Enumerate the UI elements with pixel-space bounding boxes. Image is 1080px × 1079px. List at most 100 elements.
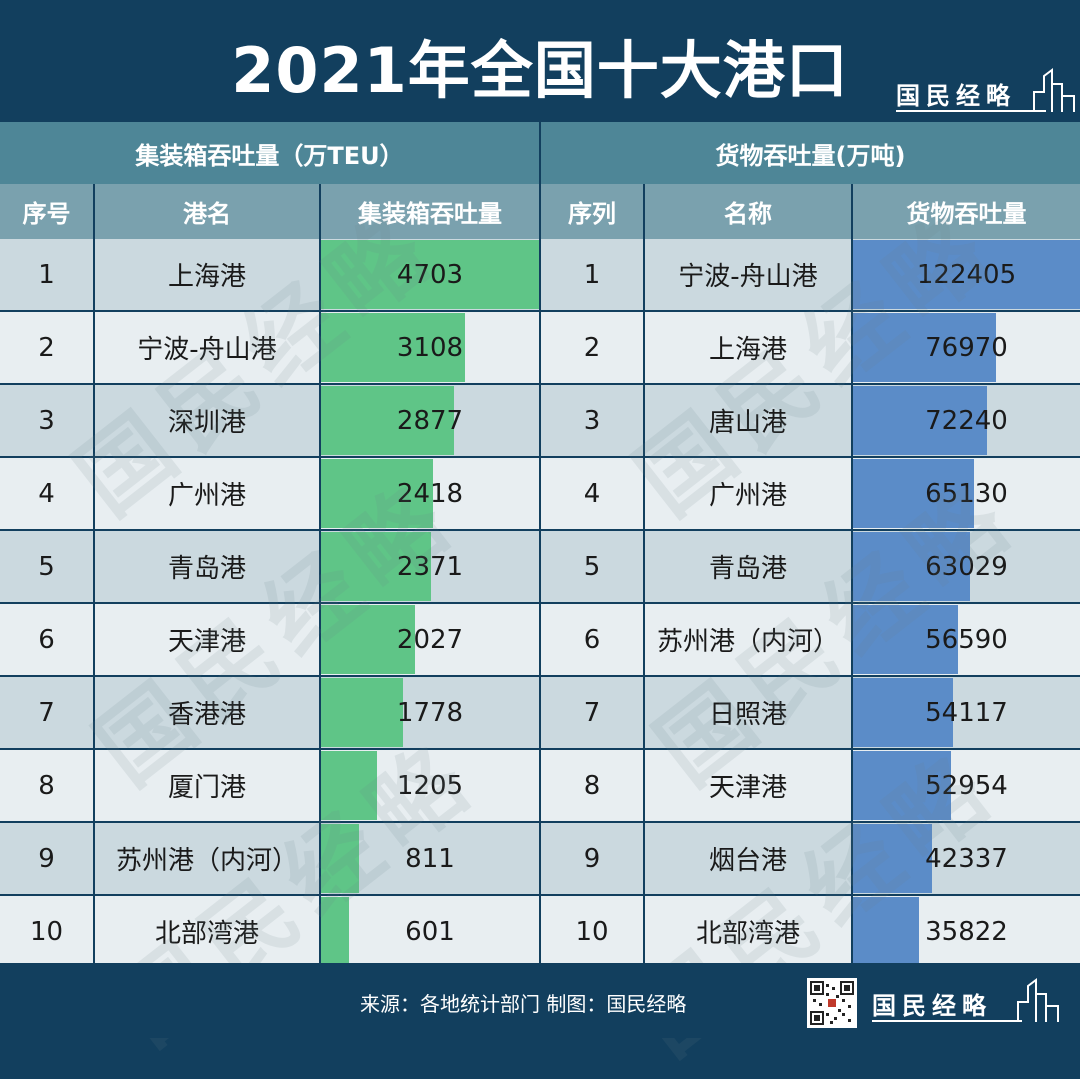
container-bar: [321, 459, 433, 528]
cargo-group-header: 货物吞吐量(万吨): [541, 122, 1080, 184]
cargo-value-label: 35822: [925, 916, 1008, 947]
rank-cell: 1: [541, 239, 643, 310]
port-name-cell: 苏州港（内河）: [645, 604, 851, 675]
col-rank-right: 序列: [541, 184, 643, 239]
cargo-bar: [853, 386, 987, 455]
value-cell-bg: [321, 896, 539, 967]
rank-cell: 10: [0, 896, 93, 967]
cargo-value-label: 54117: [925, 697, 1008, 728]
col-value-left: 集装箱吞吐量: [321, 184, 539, 239]
container-value-label: 2027: [396, 624, 464, 655]
rank-cell: 5: [0, 531, 93, 602]
title-bar: [0, 0, 1080, 122]
rank-cell: 9: [541, 823, 643, 894]
source-note: 来源：各地统计部门 制图：国民经略: [360, 992, 687, 1016]
rank-cell: 5: [541, 531, 643, 602]
cargo-value-label: 65130: [925, 478, 1008, 509]
page-title: 2021年全国十大港口: [231, 34, 849, 107]
qr-code-icon: [807, 978, 857, 1028]
cargo-bar: [853, 678, 953, 747]
col-rank-left: 序号: [0, 184, 93, 239]
container-bar: [321, 824, 359, 893]
rank-cell: 9: [0, 823, 93, 894]
rank-cell: 6: [541, 604, 643, 675]
cargo-bar: [853, 459, 974, 528]
rank-cell: 2: [541, 312, 643, 383]
port-name-cell: 北部湾港: [645, 896, 851, 967]
rank-cell: 7: [541, 677, 643, 748]
container-value-label: 2371: [396, 551, 464, 582]
container-bar: [321, 605, 415, 674]
port-name-cell: 日照港: [645, 677, 851, 748]
container-bar: [321, 751, 377, 820]
container-group-header: 集装箱吞吐量（万TEU）: [0, 122, 539, 184]
port-name-cell: 上海港: [95, 239, 319, 310]
footer: [0, 963, 1080, 1038]
container-bar: [321, 532, 431, 601]
container-value-label: 1778: [396, 697, 464, 728]
brand-logo-bottom: 国民经略: [872, 991, 992, 1020]
cargo-bar: [853, 824, 932, 893]
container-value-label: 2418: [396, 478, 464, 509]
container-bar: [321, 313, 465, 382]
cargo-value-label: 56590: [925, 624, 1008, 655]
cargo-bar: [853, 897, 919, 966]
rank-cell: 1: [0, 239, 93, 310]
col-port-left: 港名: [95, 184, 319, 239]
rank-cell: 4: [541, 458, 643, 529]
port-name-cell: 天津港: [95, 604, 319, 675]
brand-underline-bottom: [872, 1020, 1022, 1022]
container-value-label: 1205: [396, 770, 464, 801]
brand-logo-top: 国民经略: [896, 81, 1016, 110]
rank-cell: 8: [541, 750, 643, 821]
cargo-value-label: 42337: [925, 843, 1008, 874]
cargo-value-label: 122405: [916, 259, 1017, 290]
container-bar: [321, 897, 349, 966]
port-name-cell: 烟台港: [645, 823, 851, 894]
port-name-cell: 宁波-舟山港: [95, 312, 319, 383]
port-name-cell: 厦门港: [95, 750, 319, 821]
brand-underline-top: [896, 110, 1046, 112]
port-name-cell: 广州港: [645, 458, 851, 529]
port-name-cell: 青岛港: [95, 531, 319, 602]
rank-cell: 8: [0, 750, 93, 821]
rank-cell: 10: [541, 896, 643, 967]
col-value-right: 货物吞吐量: [853, 184, 1080, 239]
rank-cell: 2: [0, 312, 93, 383]
building-icon: [1033, 68, 1075, 112]
cargo-value-label: 63029: [925, 551, 1008, 582]
port-name-cell: 宁波-舟山港: [645, 239, 851, 310]
port-name-cell: 青岛港: [645, 531, 851, 602]
col-port-right: 名称: [645, 184, 851, 239]
cargo-value-label: 72240: [925, 405, 1008, 436]
rank-cell: 6: [0, 604, 93, 675]
port-name-cell: 天津港: [645, 750, 851, 821]
port-name-cell: 广州港: [95, 458, 319, 529]
cargo-bar: [853, 313, 996, 382]
cargo-value-label: 52954: [925, 770, 1008, 801]
container-bar: [321, 678, 403, 747]
port-name-cell: 苏州港（内河）: [95, 823, 319, 894]
rank-cell: 3: [541, 385, 643, 456]
cargo-bar: [853, 240, 1080, 309]
building-icon: [1017, 978, 1059, 1022]
rank-cell: 4: [0, 458, 93, 529]
rank-cell: 3: [0, 385, 93, 456]
port-name-cell: 北部湾港: [95, 896, 319, 967]
container-value-label: 4703: [396, 259, 464, 290]
container-value-label: 811: [405, 843, 455, 874]
cargo-bar: [853, 605, 958, 674]
container-value-label: 2877: [396, 405, 464, 436]
cargo-bar: [853, 532, 970, 601]
container-bar: [321, 386, 454, 455]
container-bar: [321, 240, 539, 309]
port-name-cell: 深圳港: [95, 385, 319, 456]
cargo-value-label: 76970: [925, 332, 1008, 363]
port-name-cell: 上海港: [645, 312, 851, 383]
cargo-bar: [853, 751, 951, 820]
rank-cell: 7: [0, 677, 93, 748]
port-name-cell: 唐山港: [645, 385, 851, 456]
container-value-label: 3108: [396, 332, 464, 363]
port-name-cell: 香港港: [95, 677, 319, 748]
container-value-label: 601: [405, 916, 455, 947]
